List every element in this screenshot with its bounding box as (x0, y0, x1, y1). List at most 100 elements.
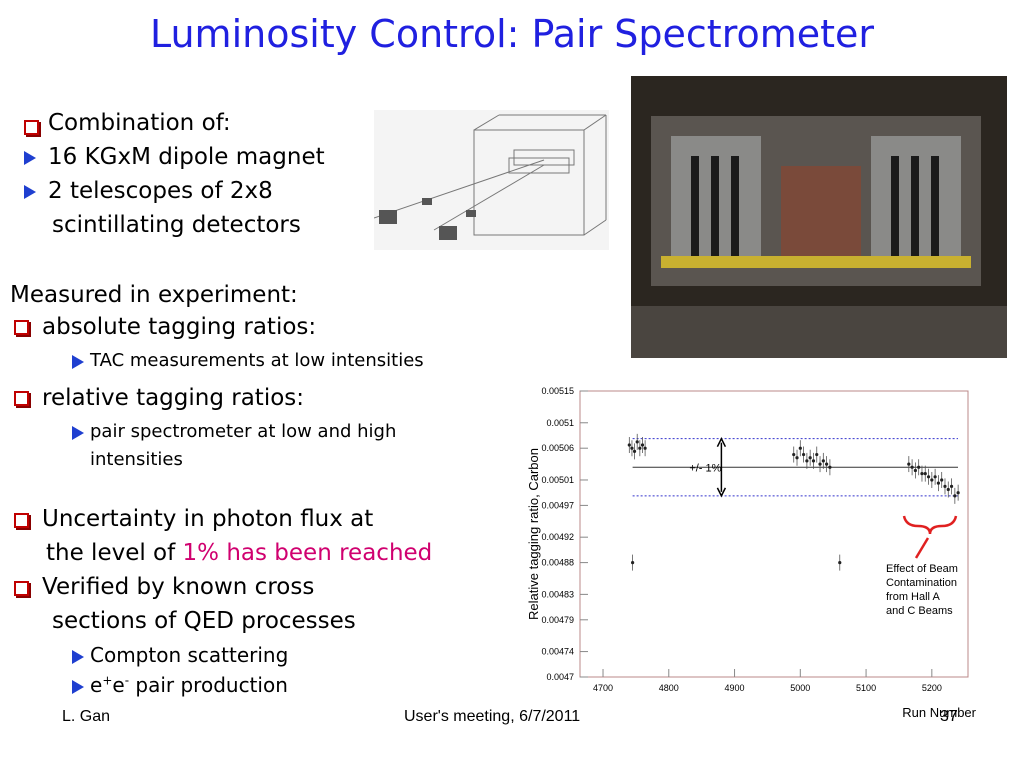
point (936, 481, 941, 485)
x-tick-label: 4900 (725, 683, 745, 693)
point (808, 456, 812, 460)
note: and C Beams (886, 605, 953, 617)
text: e+e- pair production (90, 673, 288, 697)
point (627, 443, 631, 447)
point (828, 465, 832, 469)
y-tick-label: 0.00474 (541, 647, 574, 657)
point (818, 462, 822, 466)
y-tick-label: 0.00501 (541, 475, 574, 485)
point (805, 459, 809, 463)
footer-event: User's meeting, 6/7/2011 (404, 708, 581, 725)
arrowhead (716, 436, 727, 498)
text: intensities (90, 449, 183, 470)
point (811, 459, 816, 463)
point (956, 491, 960, 495)
bullet (72, 680, 84, 694)
point (910, 465, 914, 469)
y-tick-label: 0.00506 (541, 443, 574, 453)
text: Measured in experiment: (10, 282, 298, 308)
text: scintillating detectors (52, 212, 301, 238)
text: Verified by known cross (42, 574, 315, 600)
point (917, 465, 921, 469)
text: + (102, 673, 113, 688)
point (940, 478, 944, 482)
text: sections of QED processes (52, 608, 356, 634)
point (943, 484, 947, 488)
bullet (72, 426, 84, 440)
point (643, 446, 647, 450)
y-tick-label: 0.00488 (541, 558, 574, 568)
text: e (112, 673, 125, 697)
point (792, 452, 796, 457)
detector-diagram (374, 110, 609, 250)
point (930, 478, 934, 482)
point (949, 484, 954, 488)
point (923, 472, 927, 476)
y-tick-label: 0.00479 (541, 615, 574, 625)
x-tick-label: 5100 (856, 683, 876, 693)
text: relative tagging ratios: (42, 385, 305, 411)
highlight: 1% has been reached (182, 540, 433, 566)
note: Contamination (886, 577, 957, 589)
text: TAC measurements at low intensities (90, 350, 424, 371)
text: pair spectrometer at low and high (90, 421, 397, 442)
y-tick-label: 0.0051 (546, 418, 574, 428)
point (638, 446, 642, 450)
text: Uncertainty in photon flux at (42, 506, 374, 532)
y-tick-label: 0.0047 (546, 672, 574, 682)
point (913, 468, 917, 473)
point (795, 456, 799, 460)
chart: 0.0047 0.00474 0.00479 0.00483 0.00488 0.0049… (526, 386, 977, 720)
point (635, 440, 639, 444)
x-axis-label: Run Number (902, 705, 976, 720)
text: 16 KGxM dipole magnet (48, 144, 325, 170)
point (907, 462, 911, 466)
point (838, 561, 842, 565)
text: absolute tagging ratios: (42, 314, 317, 340)
point (815, 452, 819, 457)
text: 2 telescopes of 2x8 (48, 178, 273, 204)
x-tick-label: 4700 (593, 683, 613, 693)
point (801, 452, 806, 457)
annotation: +/- 1% (689, 462, 721, 474)
x-tick-label: 5200 (922, 683, 942, 693)
title: Luminosity Control: Pair Spectrometer (149, 12, 875, 56)
note: from Hall A (886, 591, 940, 603)
bullet (14, 320, 29, 335)
y-tick-label: 0.00515 (541, 386, 574, 396)
point (630, 446, 634, 450)
text: pair production (129, 673, 288, 697)
x-tick-label: 5000 (790, 683, 810, 693)
bullet (24, 120, 39, 135)
point (825, 462, 829, 466)
text: - (124, 673, 130, 688)
point (920, 472, 924, 476)
point (821, 459, 825, 463)
note: Effect of Beam (886, 563, 958, 575)
bullet (24, 151, 36, 165)
point (631, 561, 635, 565)
point (946, 487, 950, 492)
y-tick-label: 0.00492 (541, 532, 574, 542)
bullet (72, 650, 84, 664)
point (953, 494, 957, 498)
plot-frame (579, 390, 969, 678)
detector-photo (631, 76, 1007, 358)
point (798, 446, 802, 450)
text: the level of 1% has been reached (46, 540, 432, 566)
point (632, 449, 637, 453)
page-number: 37 (940, 708, 958, 725)
pointer (914, 537, 930, 559)
footer-author: L. Gan (62, 708, 111, 725)
bullet (24, 185, 36, 199)
y-tick-label: 0.00483 (541, 589, 574, 599)
point (640, 443, 645, 447)
point (926, 475, 931, 479)
brace (902, 515, 958, 535)
y-tick-label: 0.00497 (541, 500, 574, 510)
text: the level of (46, 540, 183, 566)
y-axis-label: Relative tagging ratio, Carbon (526, 448, 541, 620)
point (933, 475, 937, 479)
text: e (90, 673, 103, 697)
